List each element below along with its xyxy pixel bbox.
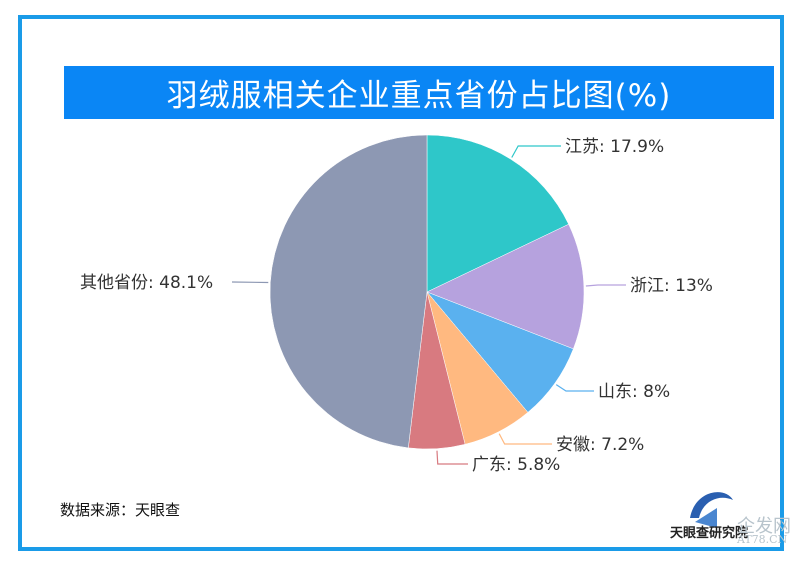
tianyancha-logo-icon: [690, 492, 733, 528]
watermark-en: AT78.CN: [737, 533, 788, 546]
data-source: 数据来源：天眼查: [60, 501, 181, 519]
slice-label: 广东: 5.8%: [472, 455, 560, 475]
leader-line: [231, 281, 269, 284]
slice-label: 浙江: 13%: [630, 276, 713, 296]
leader-line: [511, 145, 561, 158]
pie-slice-0[interactable]: [426, 134, 569, 293]
pie-slice-5[interactable]: [269, 134, 428, 449]
leader-line: [585, 284, 626, 287]
slice-label: 江苏: 17.9%: [565, 137, 664, 157]
slice-label: 山东: 8%: [598, 382, 670, 402]
leader-line: [555, 384, 594, 392]
leader-line: [498, 433, 552, 445]
chart-title: 羽绒服相关企业重点省份占比图(%): [64, 66, 774, 119]
pie-slice-1[interactable]: [426, 223, 585, 350]
watermark-cn: 企发网: [737, 516, 791, 537]
leader-line: [436, 450, 468, 465]
logo-text: 天眼查研究院: [670, 526, 749, 541]
slice-label: 安徽: 7.2%: [556, 435, 644, 455]
slice-label: 其他省份: 48.1%: [80, 273, 213, 293]
